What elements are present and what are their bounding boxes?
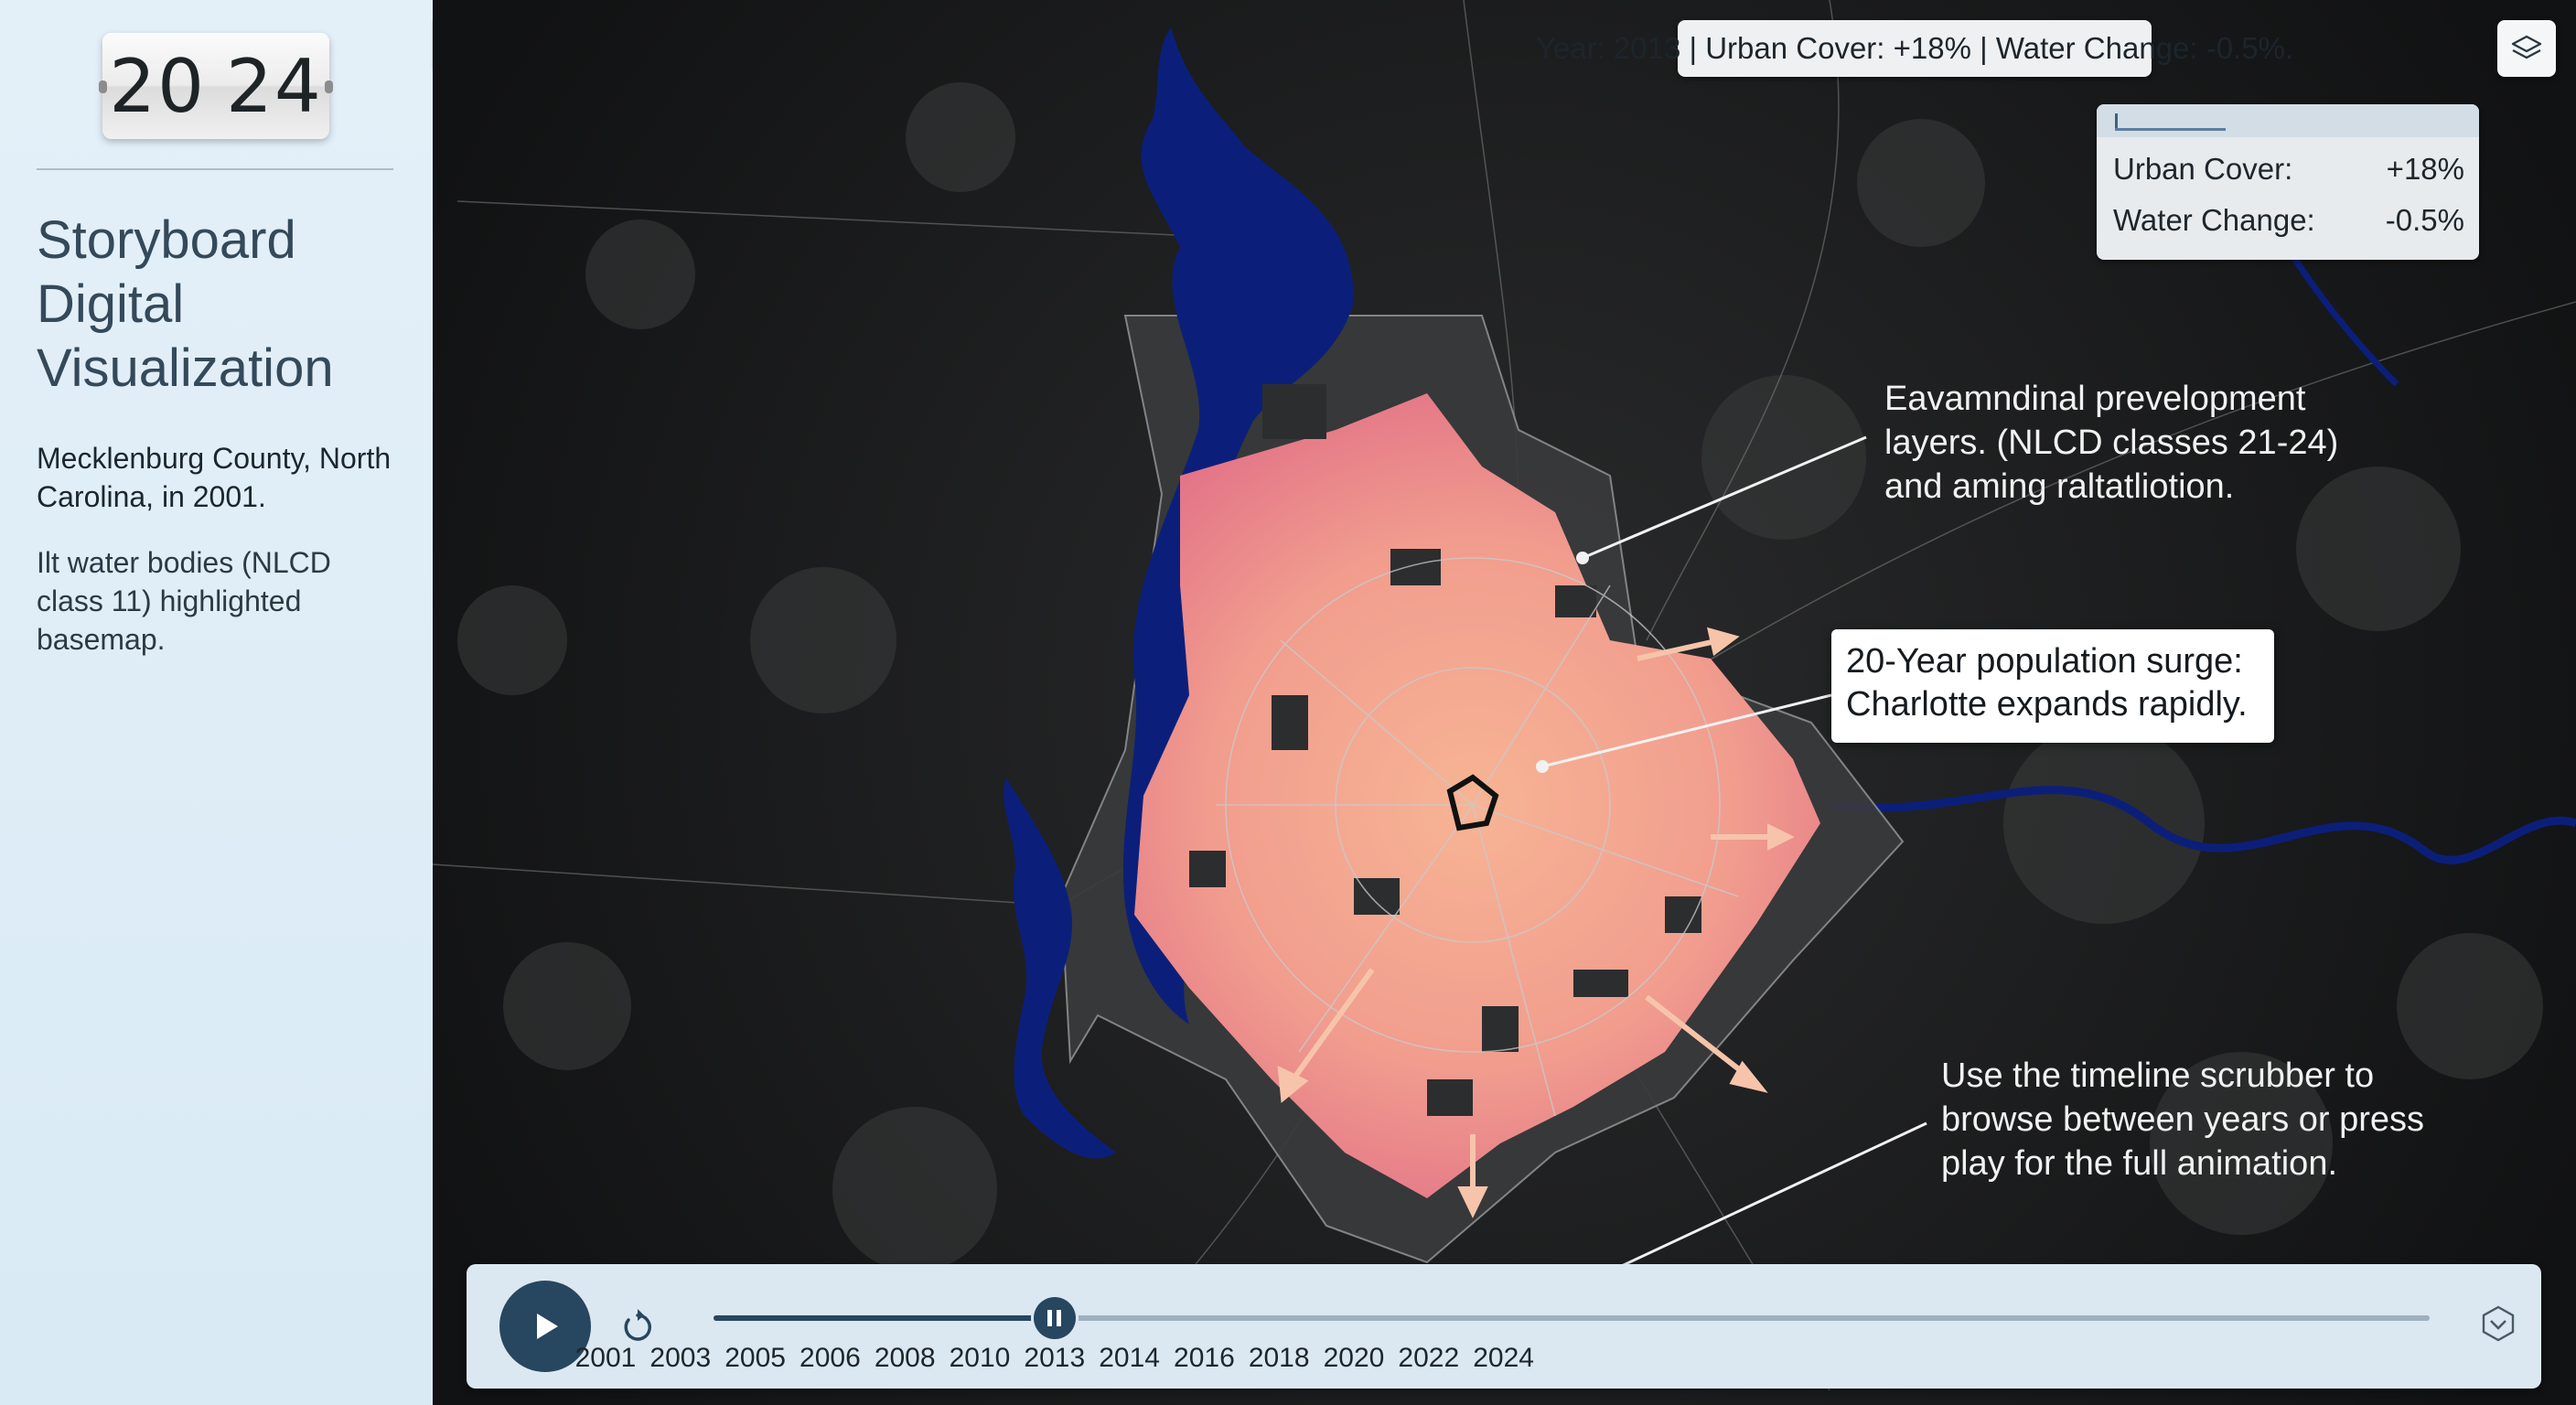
leader-development	[1582, 435, 1867, 560]
timeline-year-2020[interactable]: 2020	[1323, 1343, 1385, 1373]
chevron-down-icon	[2482, 1305, 2515, 1342]
annotation-development: Eavamndinal prevelopment layers. (NLCD c…	[1884, 377, 2338, 509]
pause-icon	[1047, 1310, 1053, 1326]
stat-water-change: Water Change: -0.5%	[2113, 203, 2464, 238]
timeline-year-2003[interactable]: 2003	[649, 1343, 712, 1373]
stat-value: -0.5%	[2385, 203, 2464, 237]
year-flip-clock: 20 24	[99, 33, 333, 139]
timeline-year-2014[interactable]: 2014	[1099, 1343, 1160, 1373]
timeline-track[interactable]	[714, 1297, 2430, 1339]
timeline-year-2010[interactable]: 2010	[949, 1343, 1011, 1373]
sidebar-divider	[37, 168, 393, 170]
annotation-surge-callout: 20-Year population surge: Charlotte expa…	[1831, 629, 2274, 743]
timeline-year-2018[interactable]: 2018	[1248, 1343, 1310, 1373]
stat-label: Water Change:	[2113, 203, 2315, 237]
timeline-year-2024[interactable]: 2024	[1473, 1343, 1534, 1373]
timeline-scrubber-handle[interactable]	[1033, 1297, 1076, 1339]
annotation-line: play for the full animation.	[1941, 1144, 2338, 1183]
timeline-year-2006[interactable]: 2006	[800, 1343, 861, 1373]
timeline-year-2013[interactable]: 2013	[1024, 1343, 1086, 1373]
annotation-line: Use the timeline scrubber to	[1941, 1056, 2375, 1095]
timeline-bar: 2001 2003 2005 2006 2008 2010 2013 2014 2016 2018…	[467, 1264, 2541, 1389]
growth-arrows	[1277, 627, 1795, 1218]
stat-urban-cover: Urban Cover: +18%	[2113, 152, 2464, 187]
leader-dot-development	[1576, 552, 1589, 564]
timeline-year-2016[interactable]: 2016	[1174, 1343, 1235, 1373]
clock-digits-right: 24	[226, 43, 323, 129]
timeline-progress	[714, 1315, 1055, 1321]
uptown-marker	[1446, 774, 1499, 831]
timeline-year-2001[interactable]: 2001	[574, 1343, 637, 1373]
basemap-texture	[457, 82, 2543, 1271]
leader-dot-surge	[1536, 760, 1549, 773]
progress-tick	[2115, 113, 2118, 130]
reset-button[interactable]	[613, 1303, 662, 1352]
leader-surge	[1541, 693, 1832, 768]
location-subtitle: Mecklenburg County, North Carolina, in 2…	[37, 442, 392, 513]
timeline-year-2022[interactable]: 2022	[1398, 1343, 1460, 1373]
timeline-expand-button[interactable]	[2475, 1301, 2521, 1346]
clock-hinge-right	[325, 80, 333, 93]
play-icon	[537, 1314, 558, 1339]
clock-digits-left: 20	[109, 43, 206, 129]
annotation-line: layers. (NLCD classes 21-24)	[1884, 424, 2339, 462]
annotation-line: browse between years or press	[1941, 1100, 2425, 1139]
timeline-year-2008[interactable]: 2008	[874, 1343, 936, 1373]
status-readout: Year: 2013 | Urban Cover: +18% | Water C…	[1536, 20, 2293, 77]
stats-panel: Urban Cover: +18% Water Change: -0.5%	[2097, 104, 2479, 260]
layers-button[interactable]	[2497, 20, 2556, 77]
lake-wylie	[1004, 778, 1116, 1159]
annotation-help: Use the timeline scrubber to browse betw…	[1941, 1054, 2424, 1185]
map-canvas[interactable]	[433, 0, 2576, 1405]
page-title: Storyboard Digital Visualization	[37, 210, 334, 398]
stats-progress-bar	[2097, 104, 2479, 137]
annotation-line: Eavamndinal prevelopment	[1884, 380, 2306, 418]
stat-label: Urban Cover:	[2113, 152, 2293, 186]
basemap-note: Ilt water bodies (NLCD class 11) highlig…	[37, 546, 331, 656]
timeline-year-2005[interactable]: 2005	[724, 1343, 786, 1373]
annotation-line: 20-Year population surge:	[1846, 642, 2243, 681]
annotation-line: and aming raltatliotion.	[1884, 467, 2235, 506]
clock-hinge-left	[99, 80, 107, 93]
annotation-line: Charlotte expands rapidly.	[1846, 685, 2248, 724]
reset-icon	[624, 1309, 651, 1341]
layers-icon	[2511, 35, 2542, 59]
urban-spokes	[1217, 557, 1739, 1117]
progress-fill	[2115, 128, 2226, 131]
play-button[interactable]	[499, 1281, 591, 1372]
urban-voids	[1189, 384, 1701, 1116]
river	[1829, 786, 2576, 864]
stat-value: +18%	[2386, 152, 2464, 186]
sidebar: 20 24 Storyboard Digital Visualization M…	[0, 0, 433, 1405]
